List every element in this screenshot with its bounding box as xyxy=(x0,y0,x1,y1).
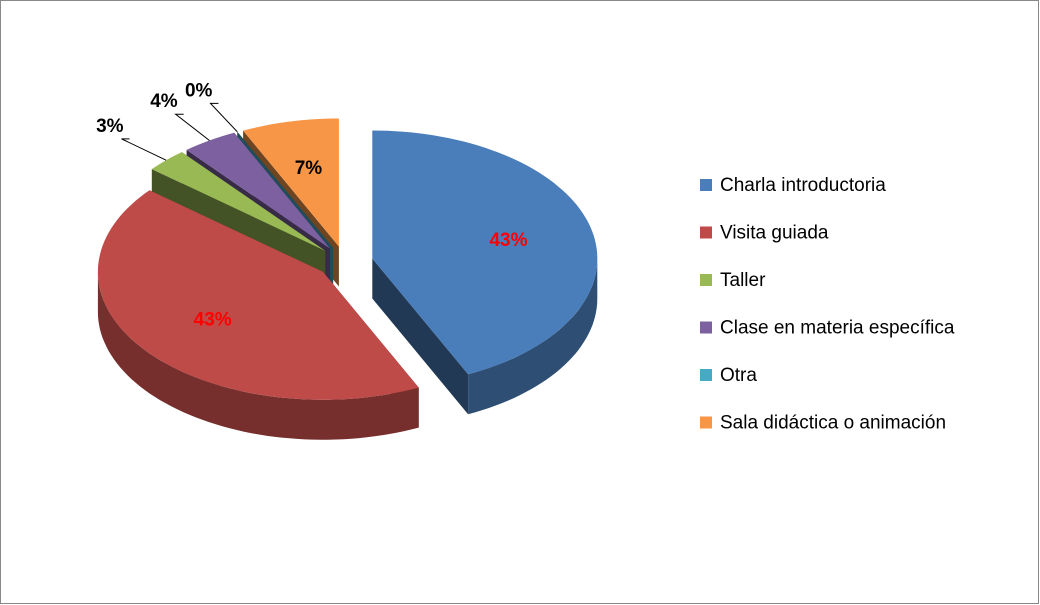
legend-label: Sala didáctica o animación xyxy=(720,413,946,434)
leader-line xyxy=(209,102,238,133)
legend-swatch xyxy=(700,274,712,286)
leader-line xyxy=(174,113,210,141)
data-label: 7% xyxy=(295,158,323,179)
slice xyxy=(372,130,598,375)
slice-wall xyxy=(468,258,598,415)
legend-swatch xyxy=(700,321,712,334)
data-label: 0% xyxy=(185,80,213,101)
slice xyxy=(243,118,339,247)
data-label: 43% xyxy=(489,230,527,251)
legend-swatch xyxy=(700,369,712,381)
legend-swatch xyxy=(700,179,712,191)
legend-label: Clase en materia específica xyxy=(720,318,955,339)
pie: 43% 43% 3% 4% 0% 7% xyxy=(96,80,598,440)
legend: Charla introductoria Visita guiada Taller C… xyxy=(700,175,955,434)
slice-side xyxy=(372,258,469,415)
slice xyxy=(237,131,334,248)
legend-label: Taller xyxy=(720,270,766,291)
legend-label: Charla introductoria xyxy=(720,175,886,196)
data-label: 43% xyxy=(194,309,232,330)
leader-line xyxy=(121,138,167,161)
legend-swatch xyxy=(700,226,712,239)
slice xyxy=(186,132,330,249)
slice xyxy=(151,152,326,251)
legend-swatch xyxy=(700,416,712,429)
legend-label: Otra xyxy=(720,365,757,386)
data-label: 3% xyxy=(96,116,124,137)
data-label: 4% xyxy=(150,91,178,112)
slice-wall xyxy=(97,271,419,440)
legend-label: Visita guiada xyxy=(720,223,829,244)
slice xyxy=(97,190,419,400)
